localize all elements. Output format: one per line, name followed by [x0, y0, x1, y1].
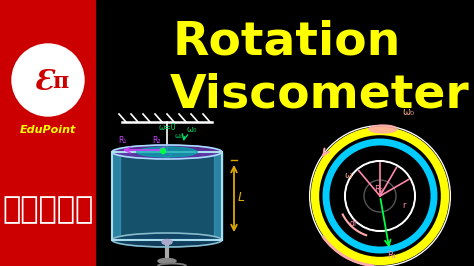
Ellipse shape — [112, 145, 222, 159]
Circle shape — [12, 44, 84, 116]
Text: r: r — [402, 201, 405, 210]
Text: π: π — [52, 71, 68, 93]
Ellipse shape — [137, 147, 197, 157]
Text: R₁: R₁ — [388, 251, 397, 260]
Text: dr: dr — [350, 219, 358, 228]
Circle shape — [331, 147, 429, 245]
Text: ω₀: ω₀ — [175, 133, 183, 139]
Ellipse shape — [162, 239, 172, 244]
Text: ω=0: ω=0 — [159, 123, 177, 132]
Bar — [112, 152, 120, 240]
Circle shape — [161, 148, 165, 153]
Ellipse shape — [112, 233, 222, 247]
Text: Viscometer: Viscometer — [170, 73, 470, 118]
Bar — [0, 0, 95, 266]
Bar — [112, 152, 222, 240]
Text: Rotation: Rotation — [173, 19, 401, 64]
Text: Ɛ: Ɛ — [34, 69, 54, 95]
Text: ω: ω — [344, 171, 352, 180]
Text: ω₀: ω₀ — [402, 107, 414, 117]
Ellipse shape — [158, 259, 176, 264]
Circle shape — [311, 127, 449, 265]
Text: R₁: R₁ — [118, 136, 127, 145]
Text: हिंदी: हिंदी — [2, 196, 94, 225]
Ellipse shape — [369, 125, 397, 133]
Bar — [112, 152, 222, 240]
Text: EduPoint: EduPoint — [20, 125, 76, 135]
Text: L: L — [238, 191, 245, 204]
Bar — [214, 152, 222, 240]
Text: ω₀: ω₀ — [187, 125, 197, 134]
Text: R₂: R₂ — [374, 185, 383, 194]
Text: R₂: R₂ — [152, 136, 161, 145]
Circle shape — [347, 163, 413, 229]
